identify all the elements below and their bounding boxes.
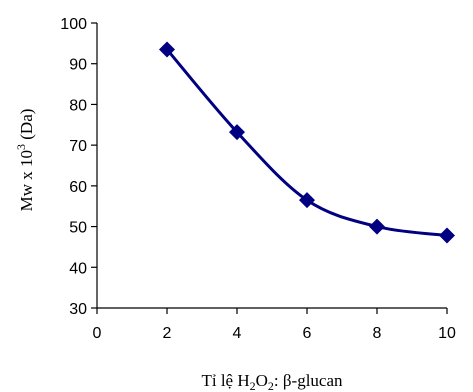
- x-tick-label: 10: [438, 325, 456, 342]
- y-axis-title: Mw x 103 (Da): [14, 109, 36, 212]
- y-tick-label: 50: [69, 220, 87, 237]
- y-tick-label: 90: [69, 57, 87, 74]
- data-point-marker: [159, 41, 175, 58]
- y-tick-label: 70: [69, 138, 87, 155]
- x-tick-label: 6: [303, 325, 312, 342]
- x-axis-title: Tỉ lệ H2O2: β-glucan: [201, 371, 343, 392]
- x-tick-label: 0: [93, 325, 102, 342]
- y-tick-label: 60: [69, 179, 87, 196]
- data-point-marker: [439, 227, 455, 244]
- data-point-marker: [299, 192, 315, 209]
- data-markers: [159, 41, 455, 244]
- x-tick-label: 4: [233, 325, 242, 342]
- x-tick-label: 2: [163, 325, 172, 342]
- x-ticks: 0 2 4 6 8 10: [93, 308, 456, 342]
- y-tick-label: 80: [69, 97, 87, 114]
- x-tick-label: 8: [373, 325, 382, 342]
- y-tick-label: 100: [60, 16, 87, 33]
- data-point-marker: [229, 124, 245, 141]
- y-tick-label: 40: [69, 260, 87, 277]
- data-point-marker: [369, 218, 385, 235]
- y-tick-label: 30: [69, 301, 87, 318]
- y-ticks: 30 40 50 60 70 80 90 100: [60, 16, 97, 318]
